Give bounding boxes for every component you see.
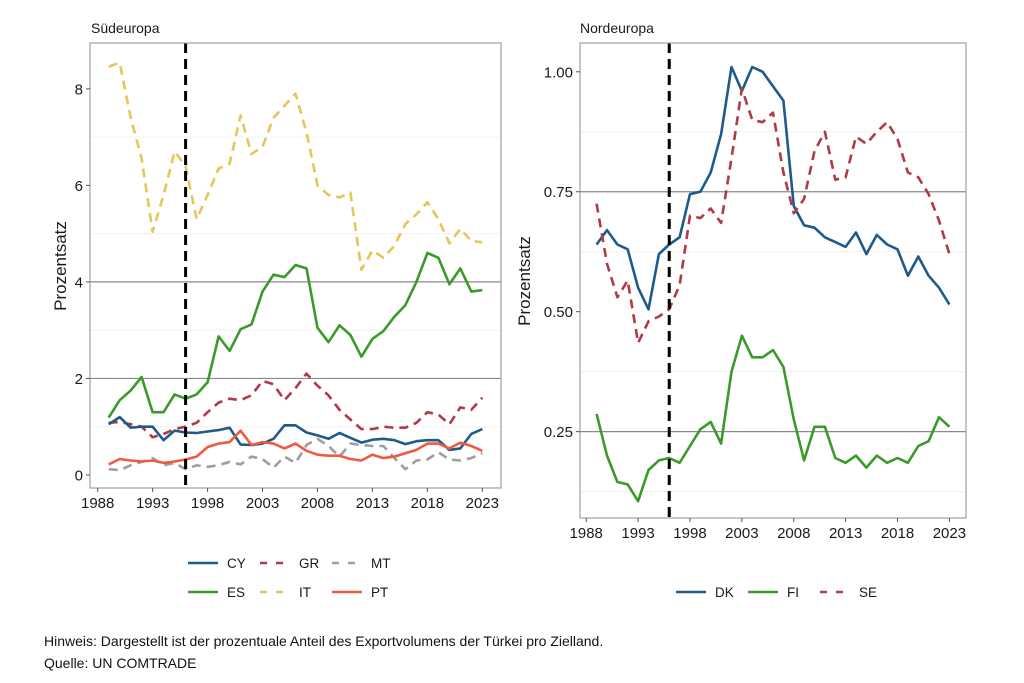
series-line-cy — [107, 415, 483, 452]
y-tick-label: 4 — [75, 274, 83, 291]
x-tick-label: 1988 — [570, 525, 603, 542]
series-line-es — [107, 251, 483, 419]
legend-label: ES — [227, 585, 245, 600]
series-line-mt — [108, 437, 483, 472]
panel-nordeuropa: Nordeuropa 0.25 0.50 0.75 1.00 1988 1993 1998… — [515, 20, 967, 600]
x-tick-label: 1998 — [191, 495, 224, 512]
panel-border — [579, 42, 967, 519]
series-line-fi — [595, 334, 951, 503]
minor-gridlines — [580, 131, 966, 493]
y-tick-label: 8 — [75, 81, 83, 98]
series-lines — [107, 61, 484, 472]
x-tick-label: 2003 — [246, 495, 279, 512]
y-tick-label: 0.25 — [544, 424, 573, 441]
legend: CY GR MT ES IT PT — [188, 556, 391, 600]
legend-label: CY — [227, 556, 246, 571]
legend-label: SE — [859, 585, 877, 600]
legend-label: DK — [715, 585, 734, 600]
series-line-dk — [595, 65, 951, 311]
legend-item-it: IT — [260, 585, 311, 600]
legend-item-cy: CY — [188, 556, 246, 571]
x-axis-ticks: 1988 1993 1998 2003 2008 2013 2018 2023 — [570, 518, 966, 542]
x-tick-label: 2013 — [356, 495, 389, 512]
y-tick-label: 2 — [75, 371, 83, 388]
panel-border — [89, 42, 502, 489]
x-tick-label: 2023 — [466, 495, 499, 512]
panel-title: Südeuropa — [91, 20, 160, 36]
legend: DK FI SE — [676, 585, 877, 600]
note-source: Quelle: UN COMTRADE — [44, 655, 197, 671]
legend-item-fi: FI — [748, 585, 799, 600]
x-tick-label: 2003 — [725, 525, 758, 542]
y-axis-ticks: 0.25 0.50 0.75 1.00 — [544, 64, 580, 441]
x-tick-label: 2018 — [411, 495, 444, 512]
y-axis-title: Prozentsatz — [51, 221, 70, 311]
y-axis-title: Prozentsatz — [515, 236, 534, 326]
legend-item-pt: PT — [332, 585, 388, 600]
series-line-gr — [108, 372, 484, 439]
legend-item-gr: GR — [260, 556, 320, 571]
panel-suedeuropa: Südeuropa 0 2 4 6 8 1988 1993 1998 2003 2008 2013… — [51, 20, 502, 600]
x-tick-label: 1993 — [136, 495, 169, 512]
legend-label: FI — [787, 585, 799, 600]
series-line-se — [595, 87, 951, 345]
legend-item-se: SE — [820, 585, 877, 600]
x-tick-label: 2018 — [881, 525, 914, 542]
y-tick-label: 1.00 — [544, 64, 573, 81]
major-gridlines — [90, 281, 501, 380]
major-gridlines — [580, 191, 966, 433]
note-hint: Hinweis: Dargestellt ist der prozentuale… — [44, 633, 604, 649]
legend-label: PT — [371, 585, 388, 600]
x-tick-label: 1998 — [673, 525, 706, 542]
y-tick-label: 0 — [75, 467, 83, 484]
x-tick-label: 2008 — [777, 525, 810, 542]
x-tick-label: 1993 — [621, 525, 654, 542]
x-tick-label: 2008 — [301, 495, 334, 512]
y-tick-label: 0.50 — [544, 304, 573, 321]
y-axis-ticks: 0 2 4 6 8 — [75, 81, 90, 484]
x-tick-label: 2023 — [933, 525, 966, 542]
series-line-it — [108, 61, 483, 272]
legend-label: MT — [371, 556, 391, 571]
x-tick-label: 1988 — [81, 495, 114, 512]
legend-item-dk: DK — [676, 585, 734, 600]
legend-label: IT — [299, 585, 311, 600]
series-lines — [595, 65, 951, 503]
x-tick-label: 2013 — [829, 525, 862, 542]
x-axis-ticks: 1988 1993 1998 2003 2008 2013 2018 2023 — [81, 488, 499, 512]
panel-title: Nordeuropa — [580, 20, 654, 36]
y-tick-label: 6 — [75, 178, 83, 195]
y-tick-label: 0.75 — [544, 184, 573, 201]
series-line-pt — [108, 429, 483, 466]
legend-label: GR — [299, 556, 320, 571]
legend-item-mt: MT — [332, 556, 391, 571]
legend-item-es: ES — [188, 585, 245, 600]
